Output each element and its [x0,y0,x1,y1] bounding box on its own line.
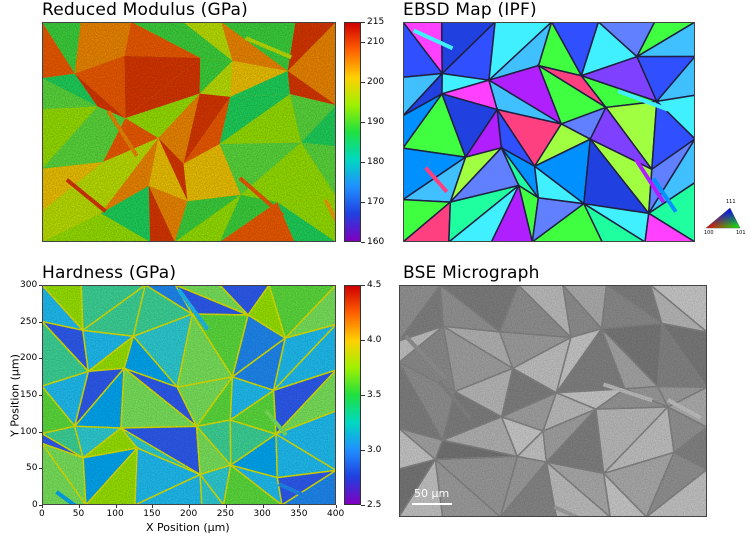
x-tick-mark [152,505,154,508]
ipf-key-triangle [705,207,741,229]
colorbar-tick-mark [361,122,365,123]
x-tick-mark [299,505,301,508]
colorbar-tick-label: 4.5 [367,280,382,290]
colorbar-tick-label: 2.5 [367,500,382,510]
ipf-key-label-111: 111 [726,199,736,205]
modulus-colorbar [344,22,361,242]
x-axis-label: X Position (µm) [146,521,230,534]
ebsd-title: EBSD Map (IPF) [403,0,537,20]
colorbar-tick-mark [361,285,365,286]
colorbar-tick-mark [361,162,365,163]
scale-bar-label: 50 µm [414,487,450,500]
x-tick-label: 300 [253,509,271,519]
y-tick-mark [39,431,42,433]
colorbar-tick-mark [361,202,365,203]
colorbar-tick-mark [361,340,365,341]
y-tick-mark [39,395,42,396]
ipf-key-label-100: 100 [704,230,714,236]
colorbar-tick-label: 3.0 [367,445,382,455]
y-tick-mark [39,285,42,286]
y-tick-label: 200 [20,353,38,364]
hardness-colorbar [344,285,361,505]
x-tick-label: 100 [106,509,124,519]
colorbar-tick-label: 160 [367,237,385,247]
ebsd-map [403,22,695,242]
colorbar-tick-label: 180 [367,157,385,167]
colorbar-tick-mark [361,395,365,396]
colorbar-tick-mark [361,82,365,83]
colorbar-tick-label: 4.0 [367,335,382,345]
colorbar-tick-label: 3.5 [367,390,382,400]
ipf-key-label-101: 101 [736,230,746,236]
x-tick-mark [115,505,117,508]
colorbar-tick-mark [361,22,365,23]
x-tick-mark [78,505,80,508]
y-tick-label: 150 [20,390,38,400]
hardness-map [42,285,336,505]
x-tick-mark [189,505,190,508]
bse-micrograph [399,285,707,517]
colorbar-tick-mark [361,505,365,506]
y-tick-label: 250 [20,316,38,327]
modulus-map [42,22,336,242]
colorbar-tick-mark [361,450,365,451]
y-tick-mark [39,468,42,470]
x-tick-label: 150 [143,509,161,519]
x-tick-mark [262,505,264,508]
y-tick-label: 300 [20,280,38,290]
y-tick-label: 100 [20,426,38,437]
bse-title: BSE Micrograph [403,263,540,283]
y-tick-label: 50 [26,463,38,474]
y-tick-mark [39,505,42,506]
x-tick-mark [225,505,227,508]
hardness-title: Hardness (GPa) [42,263,177,283]
x-tick-label: 250 [216,509,234,519]
colorbar-tick-label: 210 [367,37,385,47]
colorbar-tick-mark [361,242,365,243]
colorbar-tick-mark [361,42,365,43]
colorbar-tick-label: 170 [367,197,385,207]
colorbar-tick-label: 215 [367,17,385,27]
scale-bar [412,503,452,505]
y-tick-label: 0 [32,500,38,510]
x-tick-label: 50 [72,509,85,519]
colorbar-tick-label: 200 [367,77,385,87]
y-tick-mark [39,321,42,323]
colorbar-tick-label: 190 [367,117,385,127]
x-tick-label: 200 [180,509,198,519]
x-tick-label: 400 [327,509,345,519]
x-tick-label: 0 [39,509,45,519]
x-tick-label: 350 [290,509,308,519]
x-tick-mark [336,505,337,508]
x-tick-mark [42,505,43,508]
y-axis-label: Y Position (µm) [8,354,22,437]
modulus-title: Reduced Modulus (GPa) [42,0,249,20]
y-tick-mark [39,358,42,360]
